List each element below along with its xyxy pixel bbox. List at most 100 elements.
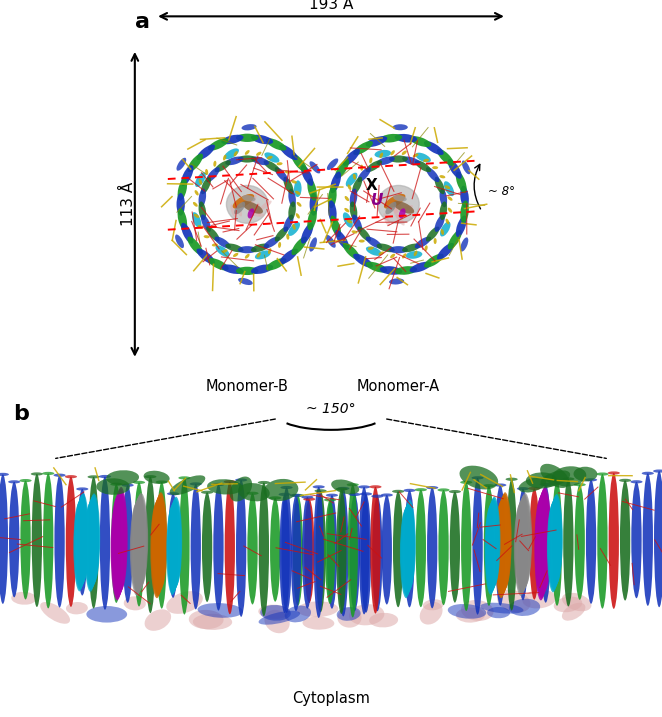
Ellipse shape bbox=[246, 492, 259, 495]
Ellipse shape bbox=[224, 480, 236, 483]
Ellipse shape bbox=[251, 135, 273, 144]
Ellipse shape bbox=[175, 234, 184, 248]
Ellipse shape bbox=[234, 151, 238, 156]
Ellipse shape bbox=[87, 495, 99, 584]
Ellipse shape bbox=[154, 493, 167, 589]
Ellipse shape bbox=[285, 171, 291, 174]
Ellipse shape bbox=[641, 472, 654, 475]
Ellipse shape bbox=[630, 480, 643, 483]
Ellipse shape bbox=[424, 141, 444, 155]
Ellipse shape bbox=[257, 252, 261, 257]
Ellipse shape bbox=[377, 186, 419, 223]
Ellipse shape bbox=[434, 214, 445, 232]
Ellipse shape bbox=[111, 498, 124, 600]
Ellipse shape bbox=[381, 493, 393, 497]
Ellipse shape bbox=[449, 492, 460, 602]
Ellipse shape bbox=[516, 496, 531, 589]
Ellipse shape bbox=[514, 500, 529, 594]
Ellipse shape bbox=[87, 496, 99, 586]
Ellipse shape bbox=[540, 464, 569, 488]
Ellipse shape bbox=[496, 499, 509, 595]
Ellipse shape bbox=[548, 500, 560, 589]
Ellipse shape bbox=[632, 482, 641, 598]
Ellipse shape bbox=[389, 246, 408, 253]
Ellipse shape bbox=[303, 617, 334, 630]
Text: ~ 150°: ~ 150° bbox=[307, 402, 355, 417]
Ellipse shape bbox=[396, 199, 401, 213]
Ellipse shape bbox=[331, 480, 359, 494]
Ellipse shape bbox=[380, 266, 402, 275]
Ellipse shape bbox=[226, 186, 268, 223]
Ellipse shape bbox=[326, 493, 338, 497]
Ellipse shape bbox=[348, 184, 352, 190]
Ellipse shape bbox=[415, 488, 427, 491]
Ellipse shape bbox=[596, 473, 608, 475]
Ellipse shape bbox=[177, 193, 185, 216]
Ellipse shape bbox=[514, 503, 528, 596]
Ellipse shape bbox=[348, 485, 358, 617]
Ellipse shape bbox=[460, 186, 469, 208]
Ellipse shape bbox=[487, 500, 499, 589]
Ellipse shape bbox=[384, 194, 405, 209]
Ellipse shape bbox=[324, 498, 336, 501]
Ellipse shape bbox=[538, 489, 551, 592]
Ellipse shape bbox=[526, 473, 557, 488]
Ellipse shape bbox=[506, 478, 518, 481]
Ellipse shape bbox=[381, 495, 392, 604]
Ellipse shape bbox=[192, 212, 201, 228]
Ellipse shape bbox=[480, 603, 524, 614]
Ellipse shape bbox=[114, 489, 127, 592]
Text: Monomer-B: Monomer-B bbox=[206, 379, 289, 394]
Ellipse shape bbox=[106, 470, 139, 485]
Ellipse shape bbox=[330, 216, 341, 237]
Ellipse shape bbox=[495, 483, 506, 487]
Ellipse shape bbox=[222, 250, 228, 253]
Ellipse shape bbox=[423, 599, 444, 610]
Ellipse shape bbox=[393, 201, 397, 214]
Ellipse shape bbox=[562, 603, 585, 621]
Ellipse shape bbox=[488, 496, 500, 586]
Ellipse shape bbox=[440, 175, 446, 179]
Ellipse shape bbox=[223, 155, 226, 161]
Ellipse shape bbox=[410, 136, 431, 147]
Ellipse shape bbox=[449, 490, 461, 493]
Ellipse shape bbox=[150, 502, 164, 598]
Ellipse shape bbox=[400, 508, 412, 598]
Ellipse shape bbox=[522, 590, 556, 609]
Ellipse shape bbox=[199, 179, 202, 185]
Ellipse shape bbox=[181, 165, 193, 186]
Ellipse shape bbox=[643, 473, 653, 606]
Ellipse shape bbox=[199, 201, 206, 220]
Ellipse shape bbox=[235, 478, 247, 482]
Ellipse shape bbox=[461, 483, 471, 611]
Ellipse shape bbox=[259, 483, 269, 616]
Ellipse shape bbox=[151, 500, 164, 597]
Ellipse shape bbox=[350, 189, 357, 207]
Ellipse shape bbox=[96, 478, 130, 495]
Ellipse shape bbox=[167, 492, 179, 495]
Ellipse shape bbox=[43, 473, 54, 609]
Ellipse shape bbox=[330, 171, 341, 193]
Ellipse shape bbox=[347, 483, 359, 486]
Ellipse shape bbox=[213, 161, 216, 167]
Ellipse shape bbox=[191, 484, 201, 609]
Ellipse shape bbox=[485, 504, 497, 594]
Ellipse shape bbox=[111, 483, 122, 486]
Ellipse shape bbox=[263, 160, 280, 172]
Ellipse shape bbox=[337, 607, 361, 621]
Text: U: U bbox=[371, 193, 383, 208]
Ellipse shape bbox=[372, 496, 383, 612]
Ellipse shape bbox=[197, 145, 215, 160]
Ellipse shape bbox=[88, 493, 100, 583]
Ellipse shape bbox=[201, 490, 213, 494]
Ellipse shape bbox=[193, 202, 198, 206]
Ellipse shape bbox=[392, 490, 404, 493]
Ellipse shape bbox=[535, 495, 548, 599]
Ellipse shape bbox=[169, 475, 205, 495]
Ellipse shape bbox=[653, 470, 662, 473]
Ellipse shape bbox=[152, 499, 165, 595]
Ellipse shape bbox=[460, 201, 469, 223]
Ellipse shape bbox=[420, 602, 443, 625]
Ellipse shape bbox=[178, 476, 191, 480]
Ellipse shape bbox=[327, 495, 337, 609]
